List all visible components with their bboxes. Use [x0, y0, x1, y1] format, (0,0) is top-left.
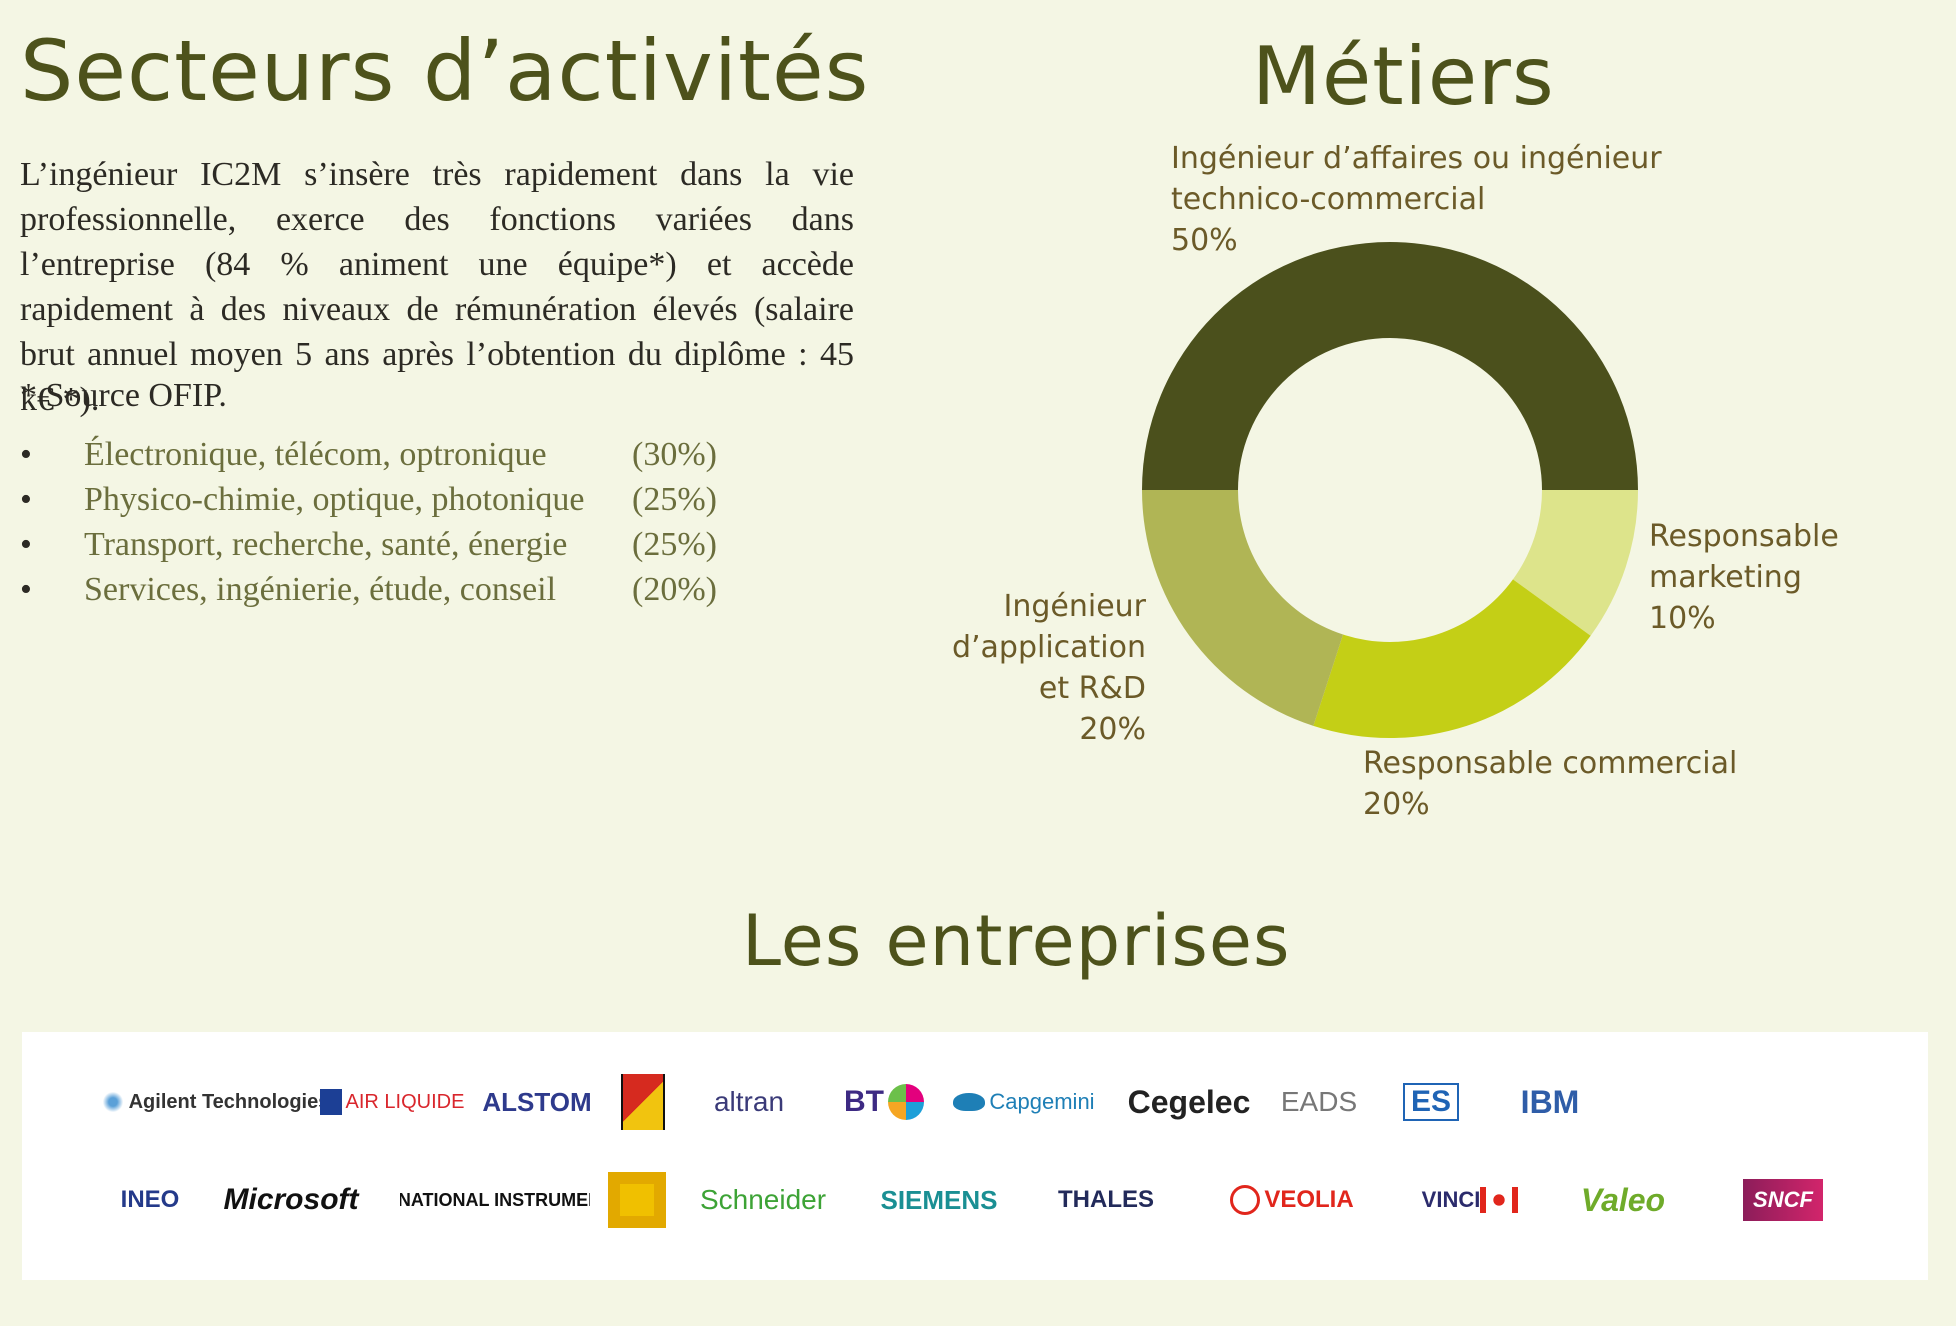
slice-label-line: Ingénieur d’affaires ou ingénieur	[1171, 141, 1662, 176]
secteurs-title: Secteurs d’activités	[20, 22, 870, 120]
slice-label-marketing: Responsable marketing 10%	[1649, 516, 1839, 639]
company-logo-text: SIEMENS	[880, 1184, 998, 1215]
company-logo-text: altran	[713, 1086, 785, 1117]
company-logo-text: NATIONAL INSTRUMENTS	[400, 1189, 590, 1210]
slice-label-application: Ingénieur d’application et R&D 20%	[900, 586, 1146, 750]
company-logo: AIR LIQUIDE	[292, 1074, 492, 1130]
air-liquide-mark-icon	[319, 1089, 342, 1115]
slice-label-line: technico-commercial	[1171, 182, 1486, 217]
company-logo: ES	[1388, 1074, 1474, 1130]
company-logo-text: ALSTOM	[482, 1086, 592, 1117]
company-logo: ALSTOM	[457, 1074, 617, 1130]
company-logo-text: VEOLIA	[1264, 1186, 1354, 1213]
company-logo: SNCF	[1736, 1172, 1830, 1228]
company-logo: SIEMENS	[864, 1172, 1014, 1228]
company-logo: altran	[674, 1074, 824, 1130]
vinci-cross-icon	[1480, 1187, 1519, 1213]
metiers-donut-chart	[1142, 242, 1638, 738]
company-logo-text: AIR LIQUIDE	[345, 1090, 465, 1113]
slice-label-line: marketing	[1649, 560, 1802, 595]
slice-label-value: 20%	[1079, 712, 1146, 747]
renault-diamond-icon	[608, 1172, 666, 1228]
company-logo: Valeo	[1558, 1172, 1688, 1228]
slice-label-line: Ingénieur	[1003, 589, 1146, 624]
slice-label-value: 10%	[1649, 601, 1716, 636]
slice-label-affaires: Ingénieur d’affaires ou ingénieur techni…	[1171, 138, 1662, 261]
company-logo: VINCI	[1392, 1172, 1552, 1228]
company-logo: Cegelec	[1114, 1074, 1264, 1130]
source-note: * Source OFIP.	[20, 377, 227, 414]
sector-percent: (25%)	[632, 526, 717, 563]
veolia-drop-icon	[1230, 1185, 1261, 1215]
agilent-spark-icon	[100, 1090, 125, 1114]
sector-label: Transport, recherche, santé, énergie	[84, 526, 568, 563]
bullet-icon: •	[20, 436, 32, 473]
company-logos-panel: Agilent Technologies AIR LIQUIDE ALSTOM alt…	[22, 1032, 1928, 1280]
slice-label-commercial: Responsable commercial 20%	[1363, 743, 1737, 825]
slice-label-value: 20%	[1363, 787, 1430, 822]
company-logo: Schneider	[688, 1172, 838, 1228]
donut-slice	[1142, 242, 1638, 490]
slice-label-line: d’application	[951, 630, 1146, 665]
entreprises-title: Les entreprises	[742, 900, 1291, 982]
company-logo: THALES	[1026, 1172, 1186, 1228]
company-logo-text: Microsoft	[223, 1183, 359, 1216]
donut-slice	[1142, 490, 1344, 726]
company-logo: RENAULT	[606, 1172, 672, 1228]
company-logo: EADS	[1254, 1074, 1384, 1130]
sector-percent: (30%)	[632, 436, 717, 473]
company-logo: INEO	[90, 1172, 210, 1228]
company-logo	[620, 1074, 670, 1130]
capgemini-spade-icon	[953, 1093, 986, 1111]
company-logo-text: BT	[844, 1085, 884, 1118]
donut-slice	[1313, 579, 1591, 738]
company-logo-text: EADS	[1280, 1086, 1358, 1117]
company-logo: BT	[830, 1074, 942, 1130]
company-logo: Capgemini	[944, 1074, 1104, 1130]
bullet-icon: •	[20, 526, 32, 563]
metiers-title: Métiers	[1252, 30, 1555, 123]
company-logo-text: SNCF	[1743, 1179, 1823, 1221]
company-logo: NATIONAL INSTRUMENTS	[400, 1172, 590, 1228]
slice-label-line: Responsable commercial	[1363, 746, 1738, 781]
sector-label: Physico-chimie, optique, photonique	[84, 481, 585, 518]
company-logo-text: ES	[1402, 1083, 1460, 1121]
company-logo-text: Capgemini	[989, 1089, 1095, 1114]
company-logo: Agilent Technologies	[100, 1074, 330, 1130]
company-logo-text: Valeo	[1580, 1181, 1666, 1218]
company-logo: Microsoft	[206, 1172, 376, 1228]
intro-paragraph: L’ingénieur IC2M s’insère très rapidemen…	[20, 156, 854, 418]
slice-label-value: 50%	[1171, 223, 1238, 258]
sector-label: Électronique, télécom, optronique	[84, 436, 547, 473]
bullet-icon: •	[20, 481, 32, 518]
slice-label-line: Responsable	[1649, 519, 1839, 554]
donut-slice	[1512, 490, 1638, 636]
sector-label: Services, ingénierie, étude, conseil	[84, 571, 557, 608]
arkema-shield-icon	[621, 1074, 665, 1130]
company-logo: VEOLIA	[1202, 1172, 1382, 1228]
sector-percent: (20%)	[632, 571, 717, 608]
bt-globe-icon	[888, 1084, 924, 1120]
company-logo-text: IBM	[1520, 1083, 1580, 1120]
company-logo: IBM	[1490, 1074, 1610, 1130]
company-logo-text: Schneider	[699, 1184, 827, 1215]
bullet-icon: •	[20, 571, 32, 608]
company-logo-text: THALES	[1058, 1186, 1154, 1213]
company-logo-text: Cegelec	[1127, 1083, 1251, 1120]
company-logo-text: INEO	[120, 1186, 180, 1213]
slice-label-line: et R&D	[1038, 671, 1146, 706]
sector-percent: (25%)	[632, 481, 717, 518]
company-logo-text: Agilent Technologies	[128, 1090, 330, 1113]
company-logo-text: VINCI	[1421, 1187, 1481, 1212]
